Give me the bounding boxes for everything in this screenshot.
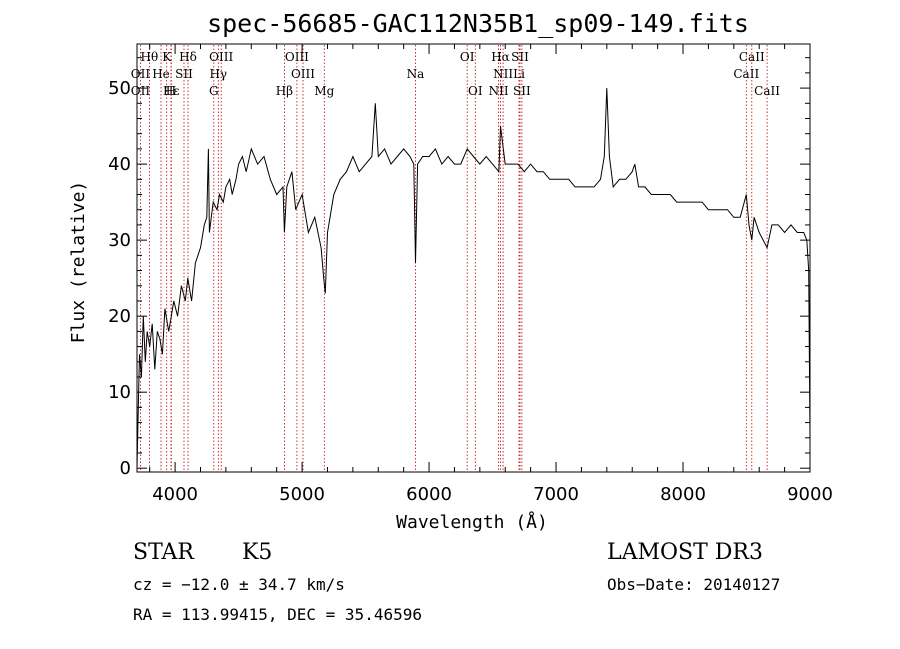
x-tick-label: 5000	[279, 484, 325, 505]
line-label-21: G	[209, 84, 219, 98]
spectral-line-markers	[139, 45, 768, 471]
line-label-8: CaII	[739, 50, 765, 64]
plot-frame	[136, 43, 811, 473]
x-tick-label: 4000	[152, 484, 198, 505]
x-tick-label: 8000	[660, 484, 706, 505]
y-axis-label: Flux (relative)	[68, 181, 89, 344]
line-label-18: OII	[131, 84, 151, 98]
y-tick-label: 40	[108, 154, 131, 175]
x-axis-label: Wavelength (Å)	[396, 511, 548, 533]
line-label-12: Hγ	[209, 67, 227, 81]
line-label-22: Hβ	[276, 84, 293, 98]
y-tick-label: 20	[108, 306, 131, 327]
line-label-0: Hθ	[141, 50, 159, 64]
line-label-4: OIII	[285, 50, 309, 64]
line-label-5: OI	[460, 50, 475, 64]
object-subclass: K5	[242, 540, 272, 565]
line-label-17: CaII	[733, 67, 759, 81]
survey-name: LAMOST DR3	[607, 540, 763, 565]
line-label-16: Li	[513, 67, 525, 81]
line-label-15: NII	[493, 67, 513, 81]
x-axis-ticks: 4000 5000 6000 7000 8000 9000	[149, 44, 833, 505]
line-label-27: CaII	[754, 84, 780, 98]
coordinates: RA = 113.99415, DEC = 35.46596	[133, 605, 422, 624]
line-label-1: K	[162, 50, 172, 64]
line-label-26: SII	[513, 84, 531, 98]
chart-title: spec-56685-GAC112N35B1_sp09-149.fits	[207, 9, 749, 38]
line-label-2: Hδ	[179, 50, 197, 64]
line-label-24: OI	[468, 84, 483, 98]
line-label-20: H	[166, 84, 176, 98]
line-label-10: He	[152, 67, 170, 81]
line-label-11: SII	[175, 67, 193, 81]
spectrum-line	[136, 88, 811, 469]
line-label-23: Mg	[314, 84, 334, 98]
y-axis-ticks: 0 10 20 30 40 50	[108, 57, 810, 479]
y-tick-label: 30	[108, 230, 131, 251]
line-label-3: OIII	[209, 50, 233, 64]
y-tick-label: 10	[108, 382, 131, 403]
x-tick-label: 9000	[787, 484, 833, 505]
line-label-14: Na	[407, 67, 425, 81]
line-label-6: Hα	[491, 50, 510, 64]
line-label-19: Hε	[163, 84, 180, 98]
x-tick-label: 7000	[533, 484, 579, 505]
redshift-info: cz = −12.0 ± 34.7 km/s	[133, 575, 345, 594]
line-label-25: NII	[489, 84, 509, 98]
line-label-9: OII	[131, 67, 151, 81]
y-tick-label: 0	[120, 458, 131, 479]
line-label-13: OIII	[291, 67, 315, 81]
x-tick-label: 6000	[406, 484, 452, 505]
object-class: STAR	[133, 540, 195, 565]
observation-date: Obs−Date: 20140127	[607, 575, 780, 594]
line-label-7: SII	[511, 50, 529, 64]
y-tick-label: 50	[108, 78, 131, 99]
